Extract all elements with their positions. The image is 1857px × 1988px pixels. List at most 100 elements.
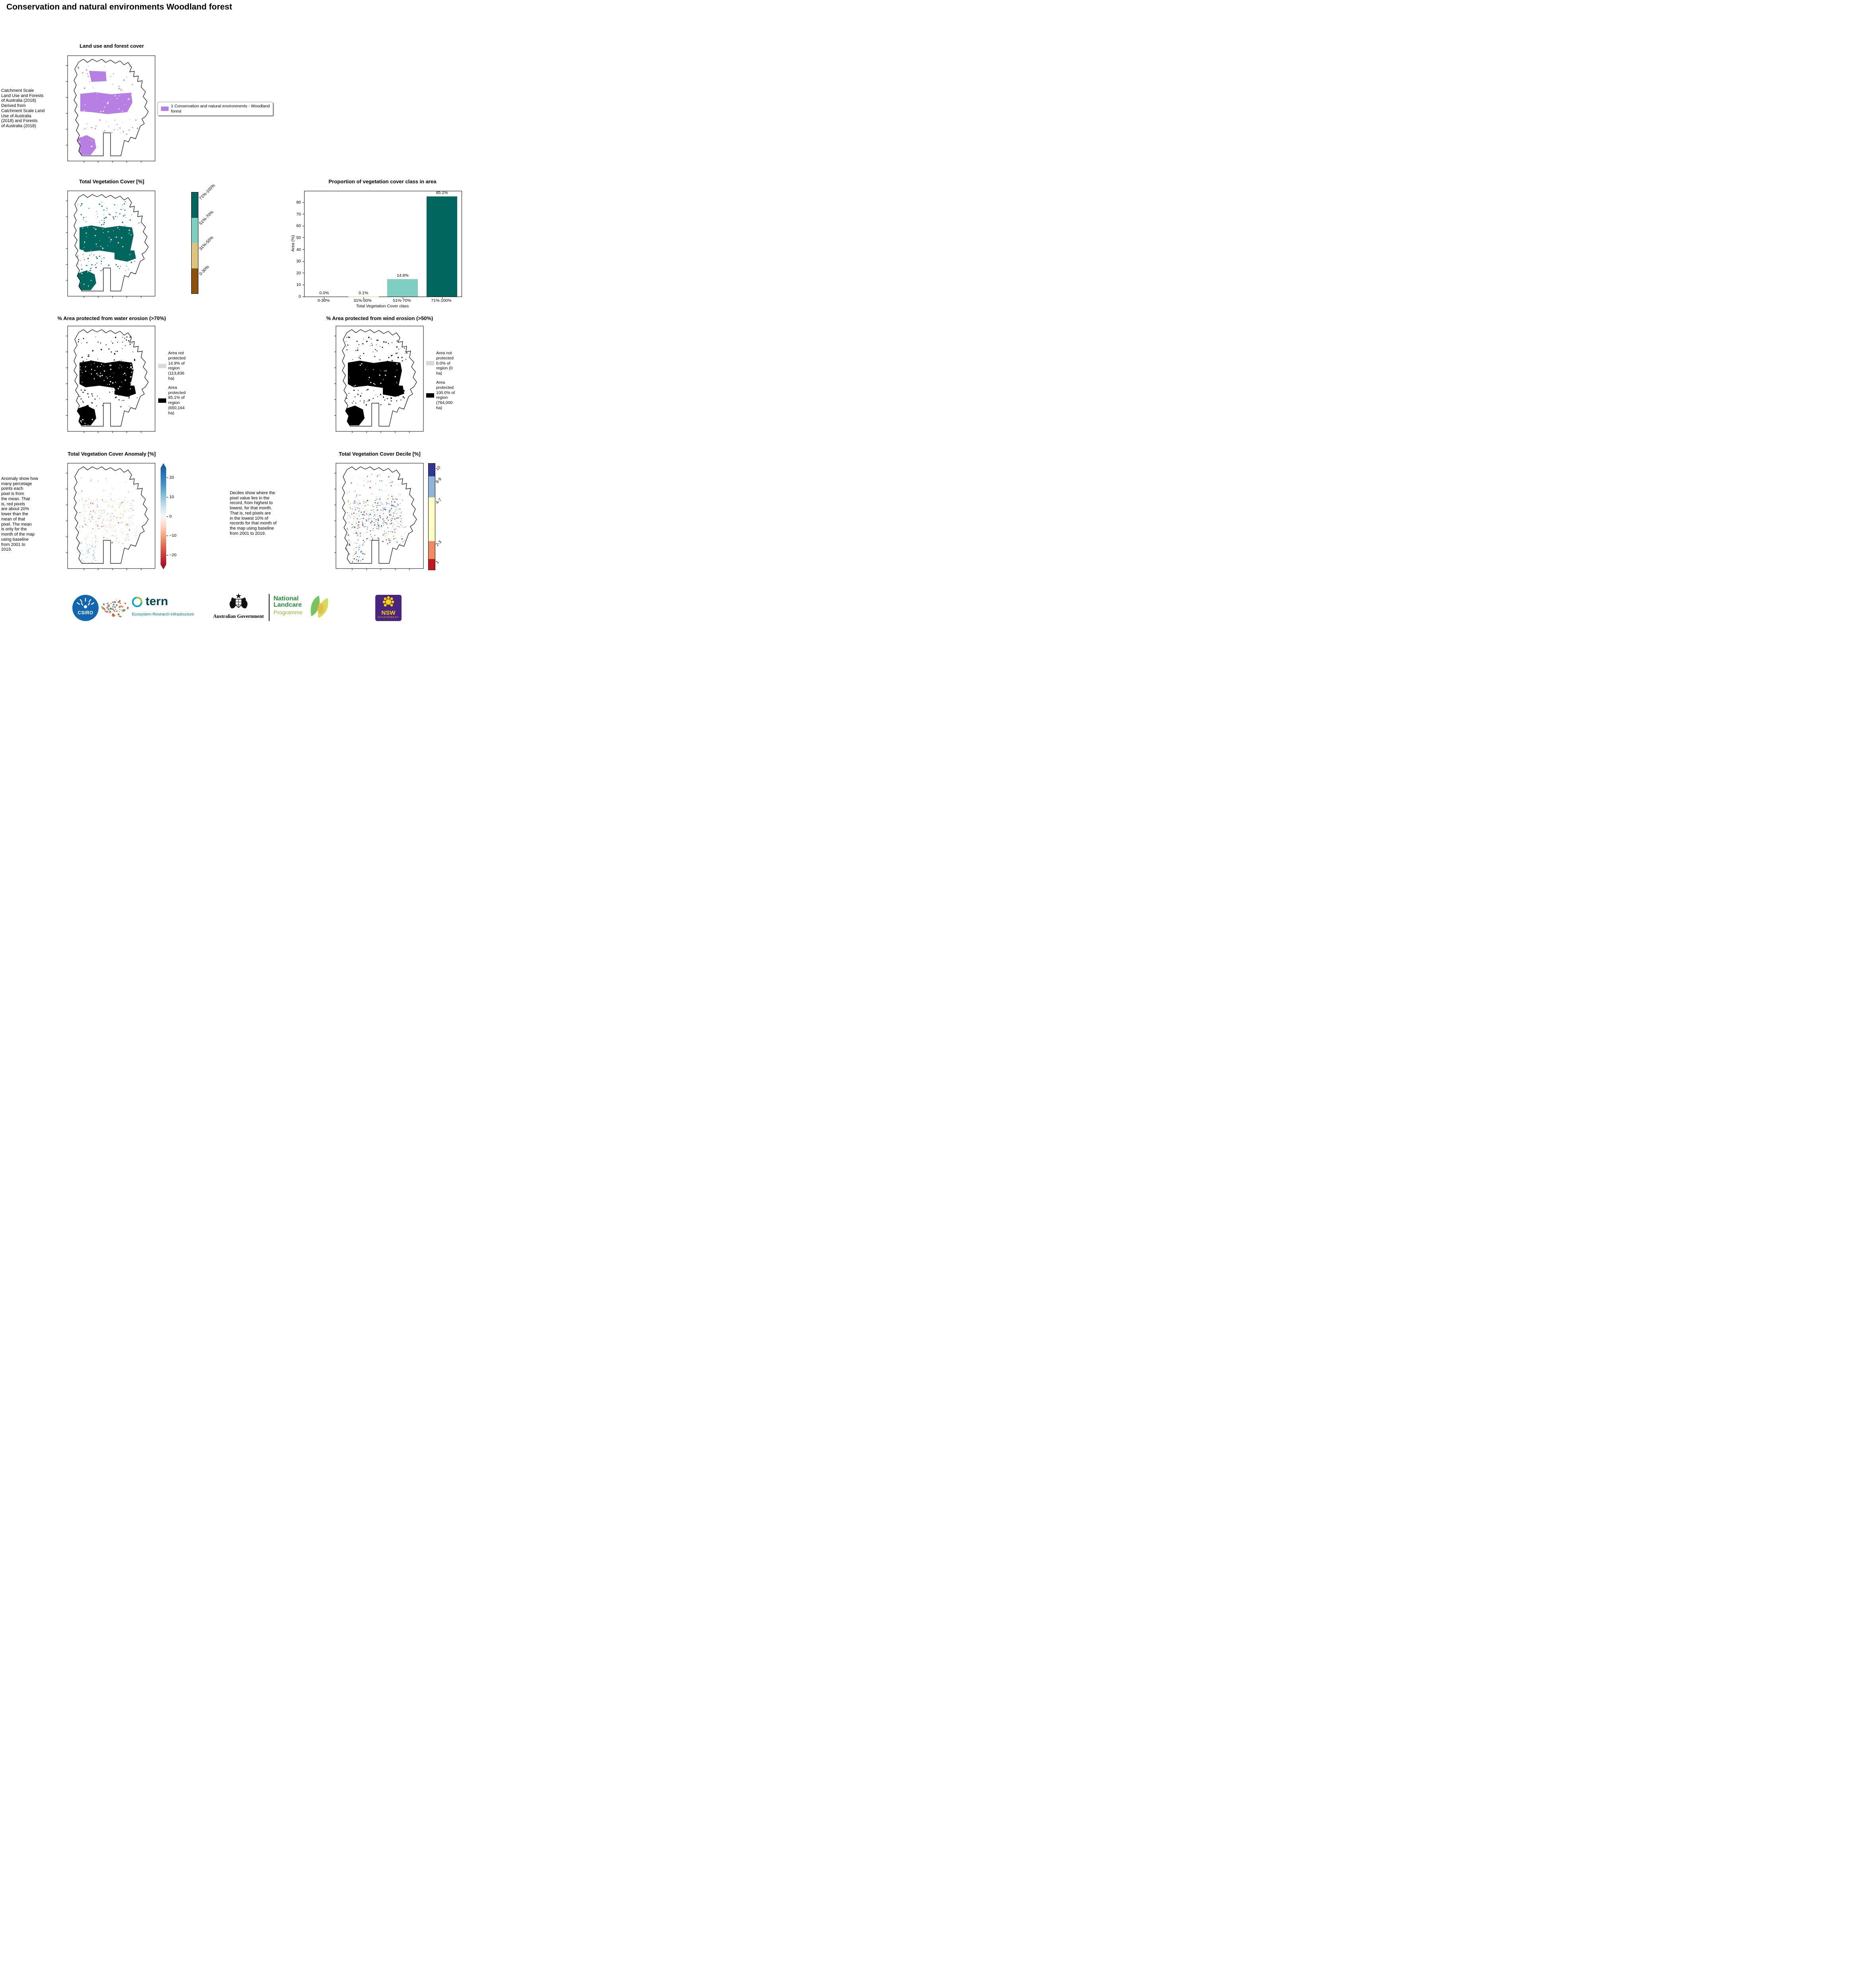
- nsw-wordmark: NSW: [381, 610, 396, 616]
- land-use-legend: 1 Conservation and natural environments …: [157, 102, 274, 116]
- not-protected-swatch: [426, 361, 434, 366]
- y-tick-label: 70: [296, 212, 301, 217]
- landcare-leaves-icon: [310, 596, 328, 618]
- colorbar-seg-31-50: [192, 243, 198, 268]
- bar-51-70: [387, 279, 418, 297]
- bar-value-label: 0.1%: [359, 290, 369, 295]
- y-axis-label: Area (%): [291, 235, 295, 252]
- colorbar-tick-label: 10: [169, 495, 174, 499]
- indigenous-dot-art: [101, 600, 129, 617]
- aus-gov-crest-icon: [229, 593, 248, 608]
- decile-label: 1: [435, 559, 440, 565]
- decile-label: 4-7: [435, 497, 442, 505]
- x-tick-label: 0-30%: [317, 298, 330, 303]
- y-tick-label: 60: [296, 223, 301, 229]
- decile-label: 8-9: [435, 477, 442, 485]
- bar-value-label: 85.1%: [436, 190, 448, 195]
- bar-value-label: 14.8%: [396, 273, 409, 278]
- bar-71-100: [427, 196, 458, 297]
- x-axis-label: Total Vegetation Cover class: [356, 304, 409, 309]
- waratah-icon: [382, 596, 394, 607]
- not-protected-label: Area not protected 0.0% of region (0 ha): [436, 351, 454, 376]
- colorbar-tick-label: −20: [169, 553, 177, 557]
- aus-gov-wordmark: Australian Government: [213, 613, 264, 619]
- x-tick-label: 51%-70%: [393, 298, 411, 303]
- y-tick-label: 40: [296, 247, 301, 252]
- decile-map: [334, 463, 424, 570]
- land-use-legend-swatch: [161, 107, 169, 111]
- decile-title: Total Vegetation Cover Decile [%]: [339, 451, 421, 457]
- decile-seg-8-9: [429, 476, 435, 498]
- anomaly-colorbar: [161, 463, 166, 569]
- colorbar-label: 31%-50%: [198, 235, 215, 252]
- protected-swatch: [158, 398, 166, 403]
- report-page: Conservation and natural environments Wo…: [0, 0, 465, 628]
- landcare-line3: Programme: [274, 609, 303, 615]
- anomaly-map: [66, 463, 155, 570]
- colorbar-label: 51%-70%: [198, 210, 215, 226]
- colorbar-seg-71-100: [192, 192, 198, 218]
- bar-slot: 0.1%: [344, 191, 383, 297]
- anomaly-title: Total Vegetation Cover Anomaly [%]: [68, 451, 156, 457]
- y-tick-label: 30: [296, 259, 301, 264]
- decile-label: 2-3: [435, 540, 442, 547]
- veg-cover-colorbar: [191, 192, 198, 294]
- y-tick-label: 10: [296, 282, 301, 287]
- page-title: Conservation and natural environments Wo…: [6, 2, 232, 12]
- y-tick-label: 0: [299, 294, 301, 299]
- decile-label: 10: [435, 465, 442, 472]
- not-protected-label: Area not protected 14.9% of region (113,…: [168, 351, 186, 381]
- bar-slot: 0.0%: [305, 191, 344, 297]
- veg-cover-map: [66, 190, 155, 298]
- decile-colorbar: [428, 463, 435, 570]
- legend-item: Area not protected 0.0% of region (0 ha): [426, 351, 460, 376]
- bar-chart-title: Proportion of vegetation cover class in …: [328, 179, 437, 184]
- bar-slot: 14.8%: [383, 191, 423, 297]
- csiro-wordmark: CSIRO: [78, 611, 93, 615]
- bar-slot: 85.1%: [422, 190, 462, 297]
- colorbar-seg-51-70: [192, 217, 198, 243]
- decile-seg-2-3: [429, 541, 435, 559]
- y-tick-label: 50: [296, 235, 301, 240]
- colorbar-tick-label: 20: [169, 475, 174, 480]
- legend-item: Area not protected 14.9% of region (113,…: [158, 351, 192, 381]
- colorbar-tick-label: 0: [169, 514, 172, 519]
- decile-seg-4-7: [429, 497, 435, 541]
- decile-seg-10: [429, 464, 435, 477]
- x-tick-label: 71%-100%: [431, 298, 452, 303]
- y-tick-label: 20: [296, 270, 301, 276]
- decile-seg-1: [429, 559, 435, 570]
- land-use-map: [66, 55, 155, 163]
- bars: 0.0% 0.1% 14.8% 85.1%: [305, 190, 462, 297]
- wind-erosion-legend: Area not protected 0.0% of region (0 ha)…: [426, 351, 460, 411]
- nsw-gov-logo: NSW GOVERNMENT: [375, 595, 402, 621]
- x-tick: [363, 297, 364, 299]
- legend-item: Area protected 85.1% of region (650,164 …: [158, 385, 192, 416]
- anomaly-note: Anomaly show how many percetage points e…: [1, 476, 39, 552]
- decile-note: Deciles show where the pixel value lies …: [230, 491, 277, 536]
- tern-wordmark: tern: [146, 595, 168, 608]
- water-erosion-map: [66, 326, 155, 433]
- landcare-line1: National: [274, 595, 299, 602]
- land-use-note: Catchment Scale Land Use and Forests of …: [1, 88, 45, 129]
- colorbar-label: 0-30%: [198, 264, 210, 277]
- colorbar-tick: [167, 516, 168, 517]
- protected-label: Area protected 85.1% of region (650,164 …: [168, 385, 186, 415]
- colorbar-seg-0-30: [192, 268, 198, 293]
- csiro-logo: CSIRO: [72, 595, 99, 621]
- veg-cover-title: Total Vegetation Cover [%]: [79, 179, 144, 184]
- csiro-sunburst-icon: [76, 598, 95, 608]
- landcare-line2: Landcare: [274, 602, 302, 608]
- colorbar-tick-label: −10: [169, 533, 177, 538]
- wind-erosion-title: % Area protected from wind erosion (>50%…: [326, 315, 433, 321]
- water-erosion-title: % Area protected from water erosion (>70…: [57, 315, 166, 321]
- wind-erosion-map: [334, 326, 424, 433]
- water-erosion-legend: Area not protected 14.9% of region (113,…: [158, 351, 192, 416]
- protected-label: Area protected 100.0% of region (764,000…: [436, 380, 455, 410]
- tern-swirl-icon: [132, 597, 142, 607]
- protected-swatch: [426, 393, 434, 398]
- y-tick-label: 80: [296, 200, 301, 205]
- x-tick-label: 31%-50%: [353, 298, 372, 303]
- not-protected-swatch: [158, 363, 166, 368]
- footer-divider: [269, 594, 270, 621]
